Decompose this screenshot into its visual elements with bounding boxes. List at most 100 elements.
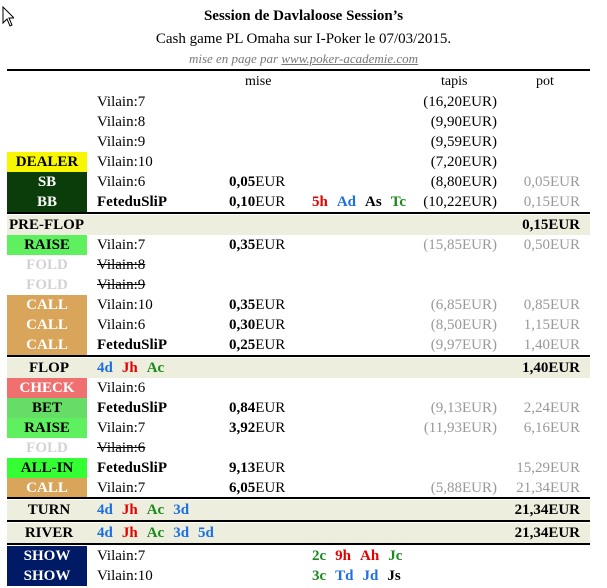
action-badge-call: CALL	[7, 295, 87, 315]
card: Ac	[146, 360, 165, 376]
player-row: CALL Vilain:6 0,30EUR (8,50EUR) 1,15EUR	[7, 315, 590, 335]
bet-unit: EUR	[255, 460, 286, 476]
bet-value: 0,35	[229, 297, 256, 313]
stack-amount: (11,93EUR)	[423, 420, 497, 436]
card: As	[365, 194, 382, 210]
street-pot: 21,34EUR	[514, 525, 580, 541]
action-badge-show: SHOW	[7, 546, 87, 566]
street-pot: 21,34EUR	[514, 502, 580, 518]
action-badge-check: CHECK	[7, 378, 87, 398]
bet-amount: 0,05EUR	[229, 172, 285, 192]
action-badge-show: SHOW	[7, 566, 87, 586]
player-name: Vilain:10	[97, 568, 153, 584]
player-row: CHECK Vilain:6	[7, 378, 590, 398]
player-row: FOLD Vilain:9	[7, 275, 590, 295]
stack-amount: (9,90EUR)	[430, 114, 497, 130]
player-row: CALL FeteduSliP 0,25EUR (9,97EUR) 1,40EUR	[7, 335, 590, 355]
bet-amount: 0,25EUR	[229, 335, 285, 355]
bet-amount: 0,35EUR	[229, 235, 285, 255]
player-name: Vilain:10	[97, 154, 153, 170]
card-group: 4d Jh Ac	[97, 358, 173, 378]
player-name: Vilain:7	[97, 94, 146, 110]
bet-amount: 3,92EUR	[229, 418, 285, 438]
player-name: Vilain:7	[97, 237, 146, 253]
credit-line: mise en page par www.poker-academie.com	[0, 51, 607, 67]
col-header-tapis: tapis	[441, 74, 468, 89]
player-name: Vilain:6	[97, 440, 146, 456]
page-title: Session de Davlaloose Session’s	[203, 8, 404, 24]
player-row: FOLD Vilain:8	[7, 255, 590, 275]
pot-amount: 0,05EUR	[523, 174, 580, 190]
top-rule	[7, 69, 590, 71]
pot-amount: 15,29EUR	[516, 460, 580, 476]
bet-unit: EUR	[255, 237, 286, 253]
player-name: Vilain:6	[97, 317, 146, 333]
bet-unit: EUR	[255, 337, 286, 353]
stack-amount: (5,88EUR)	[430, 480, 497, 496]
card: 5h	[312, 194, 328, 210]
card: Jh	[121, 502, 138, 518]
player-name: FeteduSliP	[97, 400, 167, 416]
bet-amount: 0,35EUR	[229, 295, 285, 315]
action-badge-sb: SB	[7, 172, 87, 192]
card: Jh	[121, 525, 138, 541]
player-row: CALL Vilain:10 0,35EUR (6,85EUR) 0,85EUR	[7, 295, 590, 315]
pot-amount: 2,24EUR	[523, 400, 580, 416]
bet-unit: EUR	[255, 297, 286, 313]
street-pot: 0,15EUR	[522, 217, 580, 233]
mouse-cursor-icon	[2, 6, 14, 27]
player-row: SB Vilain:6 0,05EUR (8,80EUR) 0,05EUR	[7, 172, 590, 192]
stack-amount: (15,85EUR)	[423, 237, 497, 253]
bet-unit: EUR	[255, 174, 286, 190]
street-pot: 1,40EUR	[522, 360, 580, 376]
card: Jc	[388, 548, 403, 564]
section-river: RIVER 4d Jh Ac 3d 5d 21,34EUR	[7, 523, 590, 543]
card: Ac	[146, 525, 165, 541]
stack-amount: (6,85EUR)	[430, 297, 497, 313]
card-group: 4d Jh Ac 3d 5d	[97, 523, 223, 543]
pot-amount: 6,16EUR	[523, 420, 580, 436]
player-row: Vilain:9 (9,59EUR)	[7, 132, 590, 152]
credit-link[interactable]: www.poker-academie.com	[281, 51, 419, 66]
street-label: FLOP	[29, 360, 69, 376]
card: Ah	[360, 548, 380, 564]
action-badge-call: CALL	[7, 335, 87, 355]
player-name: Vilain:7	[97, 420, 146, 436]
bet-unit: EUR	[255, 420, 286, 436]
player-row: RAISE Vilain:7 3,92EUR (11,93EUR) 6,16EUR	[7, 418, 590, 438]
action-badge-call: CALL	[7, 315, 87, 335]
card-group: 3c Td Jd Js	[312, 566, 410, 586]
player-name: Vilain:7	[97, 480, 146, 496]
stack-amount: (10,22EUR)	[423, 194, 497, 210]
card-group: 2c 9h Ah Jc	[312, 546, 411, 566]
card: 2c	[312, 548, 327, 564]
bet-value: 0,10	[229, 194, 256, 210]
stack-amount: (16,20EUR)	[423, 94, 497, 110]
card: 9h	[335, 548, 352, 564]
stack-amount: (7,20EUR)	[430, 154, 497, 170]
player-row: Vilain:8 (9,90EUR)	[7, 112, 590, 132]
card: Jd	[362, 568, 379, 584]
card: Td	[335, 568, 354, 584]
player-name: Vilain:6	[97, 174, 146, 190]
pot-amount: 0,85EUR	[523, 297, 580, 313]
action-badge-fold: FOLD	[26, 277, 68, 293]
card: 3d	[173, 502, 190, 518]
action-badge-fold: FOLD	[26, 257, 68, 273]
card: Js	[387, 568, 401, 584]
action-badge-raise: RAISE	[7, 235, 87, 255]
section-flop: FLOP 4d Jh Ac 1,40EUR	[7, 358, 590, 378]
col-header-mise: mise	[245, 74, 272, 89]
player-name: Vilain:6	[97, 380, 146, 396]
player-name: Vilain:8	[97, 114, 146, 130]
card-group: 4d Jh Ac 3d	[97, 500, 198, 520]
card-group: 5h Ad As Tc	[312, 192, 415, 212]
card: 4d	[97, 502, 113, 518]
player-name: Vilain:9	[97, 277, 146, 293]
stack-amount: (9,13EUR)	[430, 400, 497, 416]
player-row: BB FeteduSliP 0,10EUR 5h Ad As Tc (10,22EUR) 0,1…	[7, 192, 590, 212]
card: 5d	[198, 525, 214, 541]
player-name: Vilain:7	[97, 548, 146, 564]
action-badge-dealer: DEALER	[7, 152, 87, 172]
action-badge-all-in: ALL-IN	[7, 458, 87, 478]
